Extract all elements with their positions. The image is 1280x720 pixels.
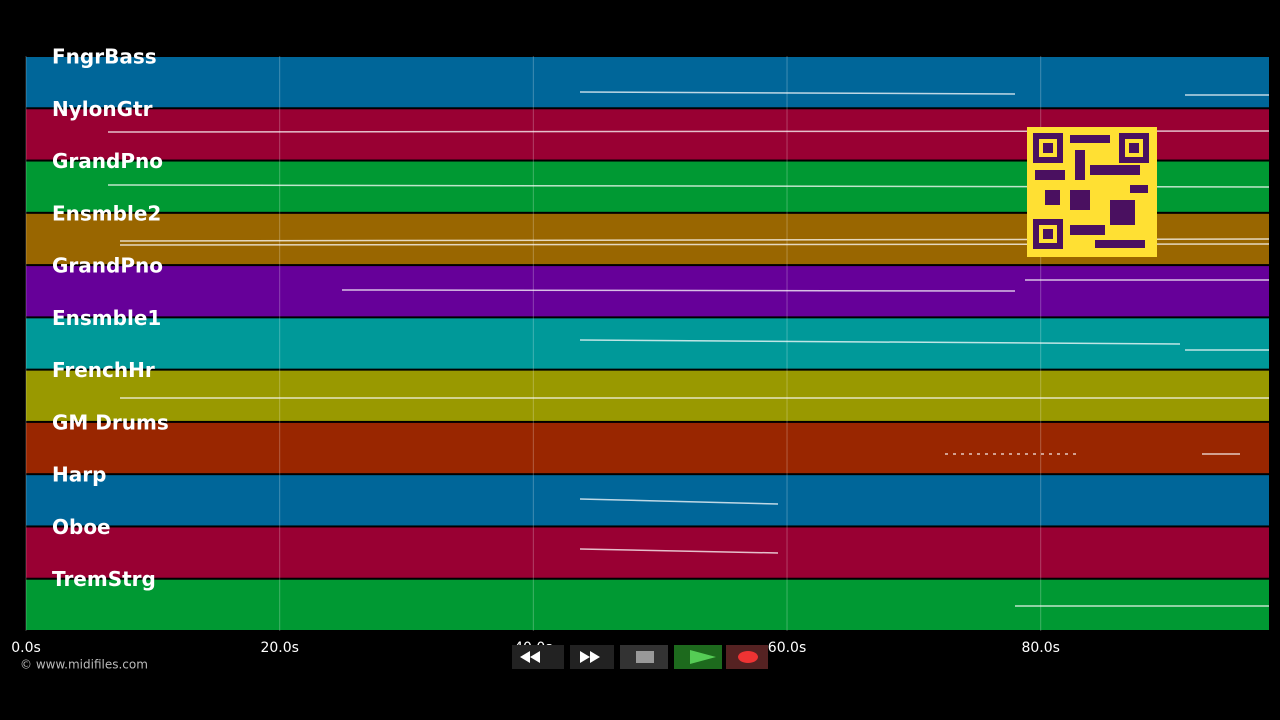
track-rows: FngrBass NylonGtr GrandPno Ensmble2 GrandPno… [26,45,1269,630]
track-row [26,266,1269,317]
record-button[interactable] [726,645,768,669]
track-label: FngrBass [52,45,157,69]
track-row [26,57,1269,108]
track-label: GM Drums [52,410,169,434]
rewind-button[interactable] [512,645,564,669]
play-button[interactable] [674,645,722,669]
track-label: Harp [52,463,106,487]
track-row [26,370,1269,421]
track-label: TremStrg [52,567,156,591]
tick-label: 0.0s [11,640,41,656]
track-label: Ensmble2 [52,201,161,225]
note [341,289,1016,292]
tick-label: 20.0s [260,640,298,656]
track-label: Oboe [52,515,111,539]
stop-button[interactable] [620,645,668,669]
track-label: NylonGtr [52,97,153,121]
note [579,91,1016,95]
tick-label: 80.0s [1021,640,1059,656]
qr-code [1027,127,1157,257]
note [579,498,779,505]
forward-button[interactable] [570,645,614,669]
note [579,339,1181,345]
credit: © www.midifiles.com [20,658,148,672]
track-row [26,527,1269,578]
track-row [26,579,1269,630]
track-row [26,422,1269,474]
transport-controls [512,645,768,669]
track-label: GrandPno [52,149,163,173]
tick-label: 60.0s [768,640,806,656]
note [579,548,779,554]
track-label: FrenchHr [52,358,155,382]
track-label: Ensmble1 [52,306,161,330]
track-label: GrandPno [52,254,163,278]
